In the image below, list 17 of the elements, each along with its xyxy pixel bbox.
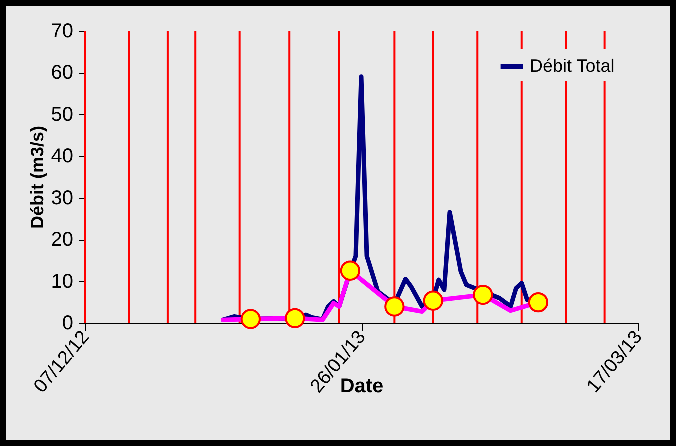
point (384, 296, 405, 317)
y-tick-label: 30 (51, 187, 74, 210)
point (285, 308, 306, 328)
point (423, 290, 444, 311)
y-tick-label: 20 (51, 229, 74, 252)
point (473, 284, 494, 306)
y-tick-label: 10 (51, 270, 74, 293)
legend-label: Débit Total (530, 56, 615, 76)
y-tick-label: 70 (51, 20, 74, 42)
point (340, 260, 361, 281)
y-axis-title: Débit (m3/s) (27, 126, 48, 230)
point (240, 309, 261, 330)
point (528, 292, 549, 313)
y-tick-label: 60 (51, 62, 74, 84)
y-tick-label: 0 (62, 312, 74, 334)
y-tick-label: 40 (51, 146, 74, 168)
y-tick-label: 50 (51, 104, 74, 126)
